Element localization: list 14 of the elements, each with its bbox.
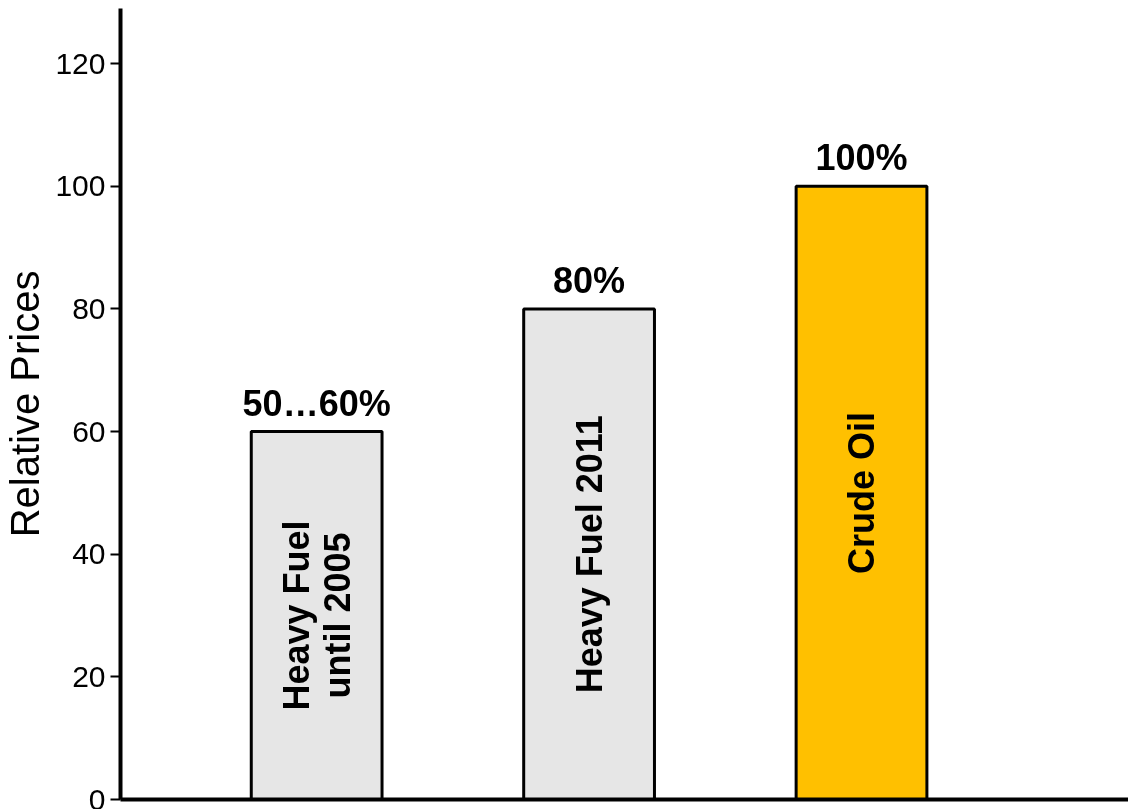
x-tick-label: Heavy Fuel until 2005 — [275, 520, 358, 711]
x-tick-label: Heavy Fuel 2011 — [568, 415, 610, 694]
y-tick-label: 0 — [88, 782, 106, 809]
y-axis-title: Relative Prices — [3, 270, 48, 538]
y-tick-label: 40 — [72, 537, 106, 571]
x-tick-label: Crude Oil — [841, 411, 883, 574]
data-label: 100% — [815, 137, 908, 179]
y-tick-label: 100 — [55, 169, 106, 203]
y-tick-label: 60 — [72, 414, 106, 448]
y-tick-label: 120 — [55, 46, 106, 80]
data-label: 80% — [553, 259, 626, 301]
y-tick-label: 20 — [72, 659, 106, 693]
y-tick-label: 80 — [72, 291, 106, 325]
data-label: 50…60% — [242, 382, 391, 424]
